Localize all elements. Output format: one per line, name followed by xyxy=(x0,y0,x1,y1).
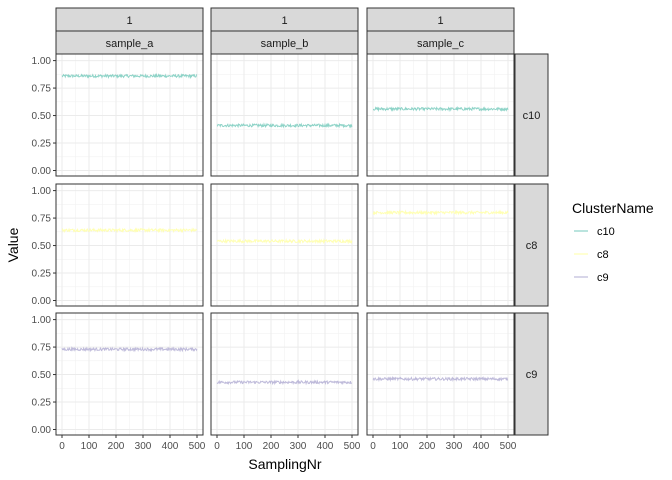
axis-ticks: 0.00 0.25 0.50 0.75 1.00 0.00 0.25 0.50 0.75 1.00… xyxy=(32,56,517,452)
column-strip-label: sample_a xyxy=(106,38,155,50)
column-strip-label: sample_c xyxy=(417,38,465,50)
series-line-c9-sample_c xyxy=(372,375,509,383)
top-strip-label: 1 xyxy=(126,15,132,27)
x-tick-label: 0 xyxy=(214,441,220,452)
series-line-c9-sample_a xyxy=(61,346,198,353)
row-strip-label: c8 xyxy=(526,240,538,252)
y-tick-label: 1.00 xyxy=(32,315,52,326)
x-tick-label: 100 xyxy=(392,441,409,452)
top-strip-inner xyxy=(210,30,359,55)
y-tick-label: 0.50 xyxy=(32,111,52,122)
series-line-c10-sample_a xyxy=(61,72,198,80)
series-line-c8-sample_a xyxy=(61,227,198,234)
facet-panels xyxy=(55,53,515,436)
panel-border xyxy=(55,312,204,436)
x-axis-title: SamplingNr xyxy=(248,456,321,472)
x-tick-label: 300 xyxy=(135,441,152,452)
x-tick-label: 100 xyxy=(81,441,98,452)
series-line-c9-sample_b xyxy=(216,379,353,386)
legend-label-c8: c8 xyxy=(597,249,609,261)
row-strip-c9 xyxy=(514,312,549,436)
legend: ClusterName c10 c8 c9 xyxy=(572,200,654,286)
row-strip-label: c10 xyxy=(523,110,541,122)
y-tick-label: 0.25 xyxy=(32,398,52,409)
x-tick-label: 300 xyxy=(446,441,463,452)
y-tick-label: 0.00 xyxy=(32,166,52,177)
y-axis-title: Value xyxy=(5,227,21,262)
x-tick-label: 200 xyxy=(419,441,436,452)
y-tick-label: 0.50 xyxy=(32,241,52,252)
top-strip-inner xyxy=(366,30,515,55)
top-strip-inner xyxy=(55,30,204,55)
y-tick-label: 0.25 xyxy=(32,139,52,150)
legend-label-c10: c10 xyxy=(597,226,615,238)
series-line-c8-sample_b xyxy=(216,238,353,245)
legend-label-c9: c9 xyxy=(597,272,609,284)
x-tick-label: 500 xyxy=(189,441,206,452)
y-tick-label: 1.00 xyxy=(32,56,52,67)
top-strip-label: 1 xyxy=(281,15,287,27)
x-tick-label: 400 xyxy=(473,441,490,452)
y-tick-label: 0.50 xyxy=(32,370,52,381)
x-tick-label: 500 xyxy=(500,441,517,452)
x-tick-label: 400 xyxy=(162,441,179,452)
facet-strips: c10 c8 c9 1 sample_a 1 sample_b 1 sample_c xyxy=(55,7,549,436)
x-tick-label: 400 xyxy=(317,441,334,452)
row-strip-label: c9 xyxy=(526,369,538,381)
row-strip-c8 xyxy=(514,183,549,307)
legend-title: ClusterName xyxy=(572,200,654,216)
y-tick-label: 0.25 xyxy=(32,269,52,280)
column-strip-label: sample_b xyxy=(261,38,309,50)
y-tick-label: 0.75 xyxy=(32,214,52,225)
x-tick-label: 0 xyxy=(59,441,65,452)
panel-border xyxy=(210,312,359,436)
panel-border xyxy=(366,183,515,307)
y-tick-label: 0.00 xyxy=(32,296,52,307)
row-strip-c10 xyxy=(514,53,549,177)
panel-border xyxy=(210,183,359,307)
x-tick-label: 100 xyxy=(236,441,253,452)
x-tick-label: 200 xyxy=(108,441,125,452)
series-line-c8-sample_c xyxy=(372,209,509,216)
x-tick-label: 300 xyxy=(290,441,307,452)
x-tick-label: 0 xyxy=(370,441,376,452)
x-tick-label: 200 xyxy=(263,441,280,452)
panel-border xyxy=(55,183,204,307)
y-tick-label: 0.00 xyxy=(32,425,52,436)
top-strip-label: 1 xyxy=(437,15,443,27)
series-line-c10-sample_b xyxy=(216,122,353,129)
panel-border xyxy=(366,312,515,436)
series-line-c10-sample_c xyxy=(372,105,509,113)
x-tick-label: 500 xyxy=(344,441,361,452)
y-tick-label: 0.75 xyxy=(32,84,52,95)
y-tick-label: 1.00 xyxy=(32,186,52,197)
y-tick-label: 0.75 xyxy=(32,343,52,354)
